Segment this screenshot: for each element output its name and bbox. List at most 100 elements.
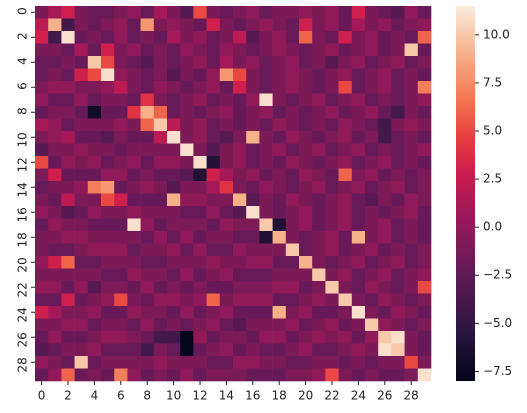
x-tick-label: 4 — [91, 389, 99, 403]
heatmap-cell — [259, 193, 273, 207]
heatmap-cell — [325, 281, 339, 294]
heatmap-cell — [74, 43, 89, 57]
heatmap-cell — [167, 31, 181, 44]
heatmap-cell — [272, 231, 287, 244]
heatmap-cell — [87, 243, 102, 257]
heatmap-cell — [180, 331, 194, 344]
heatmap-cell — [180, 106, 194, 119]
colorbar — [456, 6, 475, 381]
heatmap-cell — [233, 293, 247, 307]
heatmap-cell — [246, 331, 260, 344]
heatmap-cell — [351, 368, 366, 382]
heatmap-cell — [365, 81, 379, 94]
colorbar-tick-label: 10.0 — [483, 27, 510, 41]
heatmap-cell — [312, 106, 326, 119]
heatmap-cell — [378, 231, 392, 244]
heatmap-cell — [404, 193, 419, 207]
heatmap-cell — [127, 218, 141, 232]
heatmap-cell — [219, 93, 234, 107]
heatmap-cell — [101, 68, 115, 82]
heatmap-cell — [167, 106, 181, 119]
heatmap-cell — [312, 81, 326, 94]
heatmap-cell — [246, 356, 260, 369]
heatmap-cell — [193, 331, 207, 344]
heatmap-cell — [127, 68, 141, 82]
heatmap-cell — [193, 18, 207, 32]
heatmap-cell — [87, 256, 102, 269]
heatmap-cell — [259, 218, 273, 232]
heatmap-cell — [285, 356, 300, 369]
heatmap-cell — [378, 206, 392, 219]
heatmap-cell — [312, 168, 326, 182]
heatmap-cell — [351, 68, 366, 82]
heatmap-cell — [101, 143, 115, 157]
heatmap-cell — [312, 68, 326, 82]
heatmap-cell — [206, 318, 221, 332]
heatmap-cell — [233, 143, 247, 157]
heatmap-cell — [338, 43, 353, 57]
heatmap-cell — [219, 343, 234, 357]
heatmap-cell — [114, 118, 128, 132]
heatmap-cell — [114, 6, 128, 19]
heatmap-cell — [365, 218, 379, 232]
heatmap-cell — [153, 256, 168, 269]
heatmap-cell — [74, 306, 89, 319]
heatmap-cell — [206, 118, 221, 132]
heatmap-cell — [180, 368, 194, 382]
heatmap-cell — [299, 218, 313, 232]
heatmap-cell — [351, 231, 366, 244]
heatmap-cell — [404, 93, 419, 107]
heatmap-cell — [285, 68, 300, 82]
heatmap-cell — [246, 156, 260, 169]
heatmap-cell — [312, 131, 326, 144]
heatmap-cell — [299, 93, 313, 107]
heatmap-cell — [140, 218, 155, 232]
heatmap-cell — [365, 31, 379, 44]
heatmap-cell — [153, 231, 168, 244]
heatmap-cell — [325, 6, 339, 19]
heatmap-cell — [351, 243, 366, 257]
heatmap-cell — [351, 331, 366, 344]
heatmap-cell — [114, 206, 128, 219]
heatmap-cell — [193, 368, 207, 382]
heatmap-cell — [312, 243, 326, 257]
heatmap-cell — [325, 56, 339, 69]
heatmap-cell — [127, 43, 141, 57]
heatmap-cell — [378, 281, 392, 294]
heatmap-cell — [61, 168, 75, 182]
heatmap-cell — [259, 181, 273, 194]
heatmap-cell — [101, 343, 115, 357]
heatmap-cell — [167, 331, 181, 344]
heatmap-cell — [246, 218, 260, 232]
heatmap-cell — [404, 243, 419, 257]
heatmap-cell — [338, 56, 353, 69]
heatmap-cell — [167, 318, 181, 332]
y-tick-label: 4 — [16, 57, 30, 65]
heatmap-cell — [206, 356, 221, 369]
heatmap-cell — [193, 81, 207, 94]
heatmap-cell — [404, 6, 419, 19]
heatmap-cell — [114, 293, 128, 307]
heatmap-cell — [391, 93, 405, 107]
heatmap-cell — [153, 143, 168, 157]
heatmap-cell — [127, 268, 141, 282]
heatmap-cell — [193, 6, 207, 19]
heatmap-cell — [312, 6, 326, 19]
heatmap-cell — [325, 143, 339, 157]
heatmap-cell — [74, 256, 89, 269]
heatmap-cell — [285, 193, 300, 207]
heatmap-cell — [35, 293, 49, 307]
heatmap-cell — [246, 56, 260, 69]
heatmap-cell — [351, 256, 366, 269]
heatmap-cell — [48, 18, 62, 32]
heatmap-cell — [167, 193, 181, 207]
heatmap-cell — [74, 81, 89, 94]
heatmap-cell — [35, 68, 49, 82]
y-tick-label: 10 — [16, 132, 30, 147]
heatmap-cell — [246, 243, 260, 257]
heatmap-cell — [206, 368, 221, 382]
heatmap-cell — [404, 343, 419, 357]
heatmap-cell — [35, 281, 49, 294]
heatmap-cell — [338, 331, 353, 344]
heatmap-cell — [87, 268, 102, 282]
